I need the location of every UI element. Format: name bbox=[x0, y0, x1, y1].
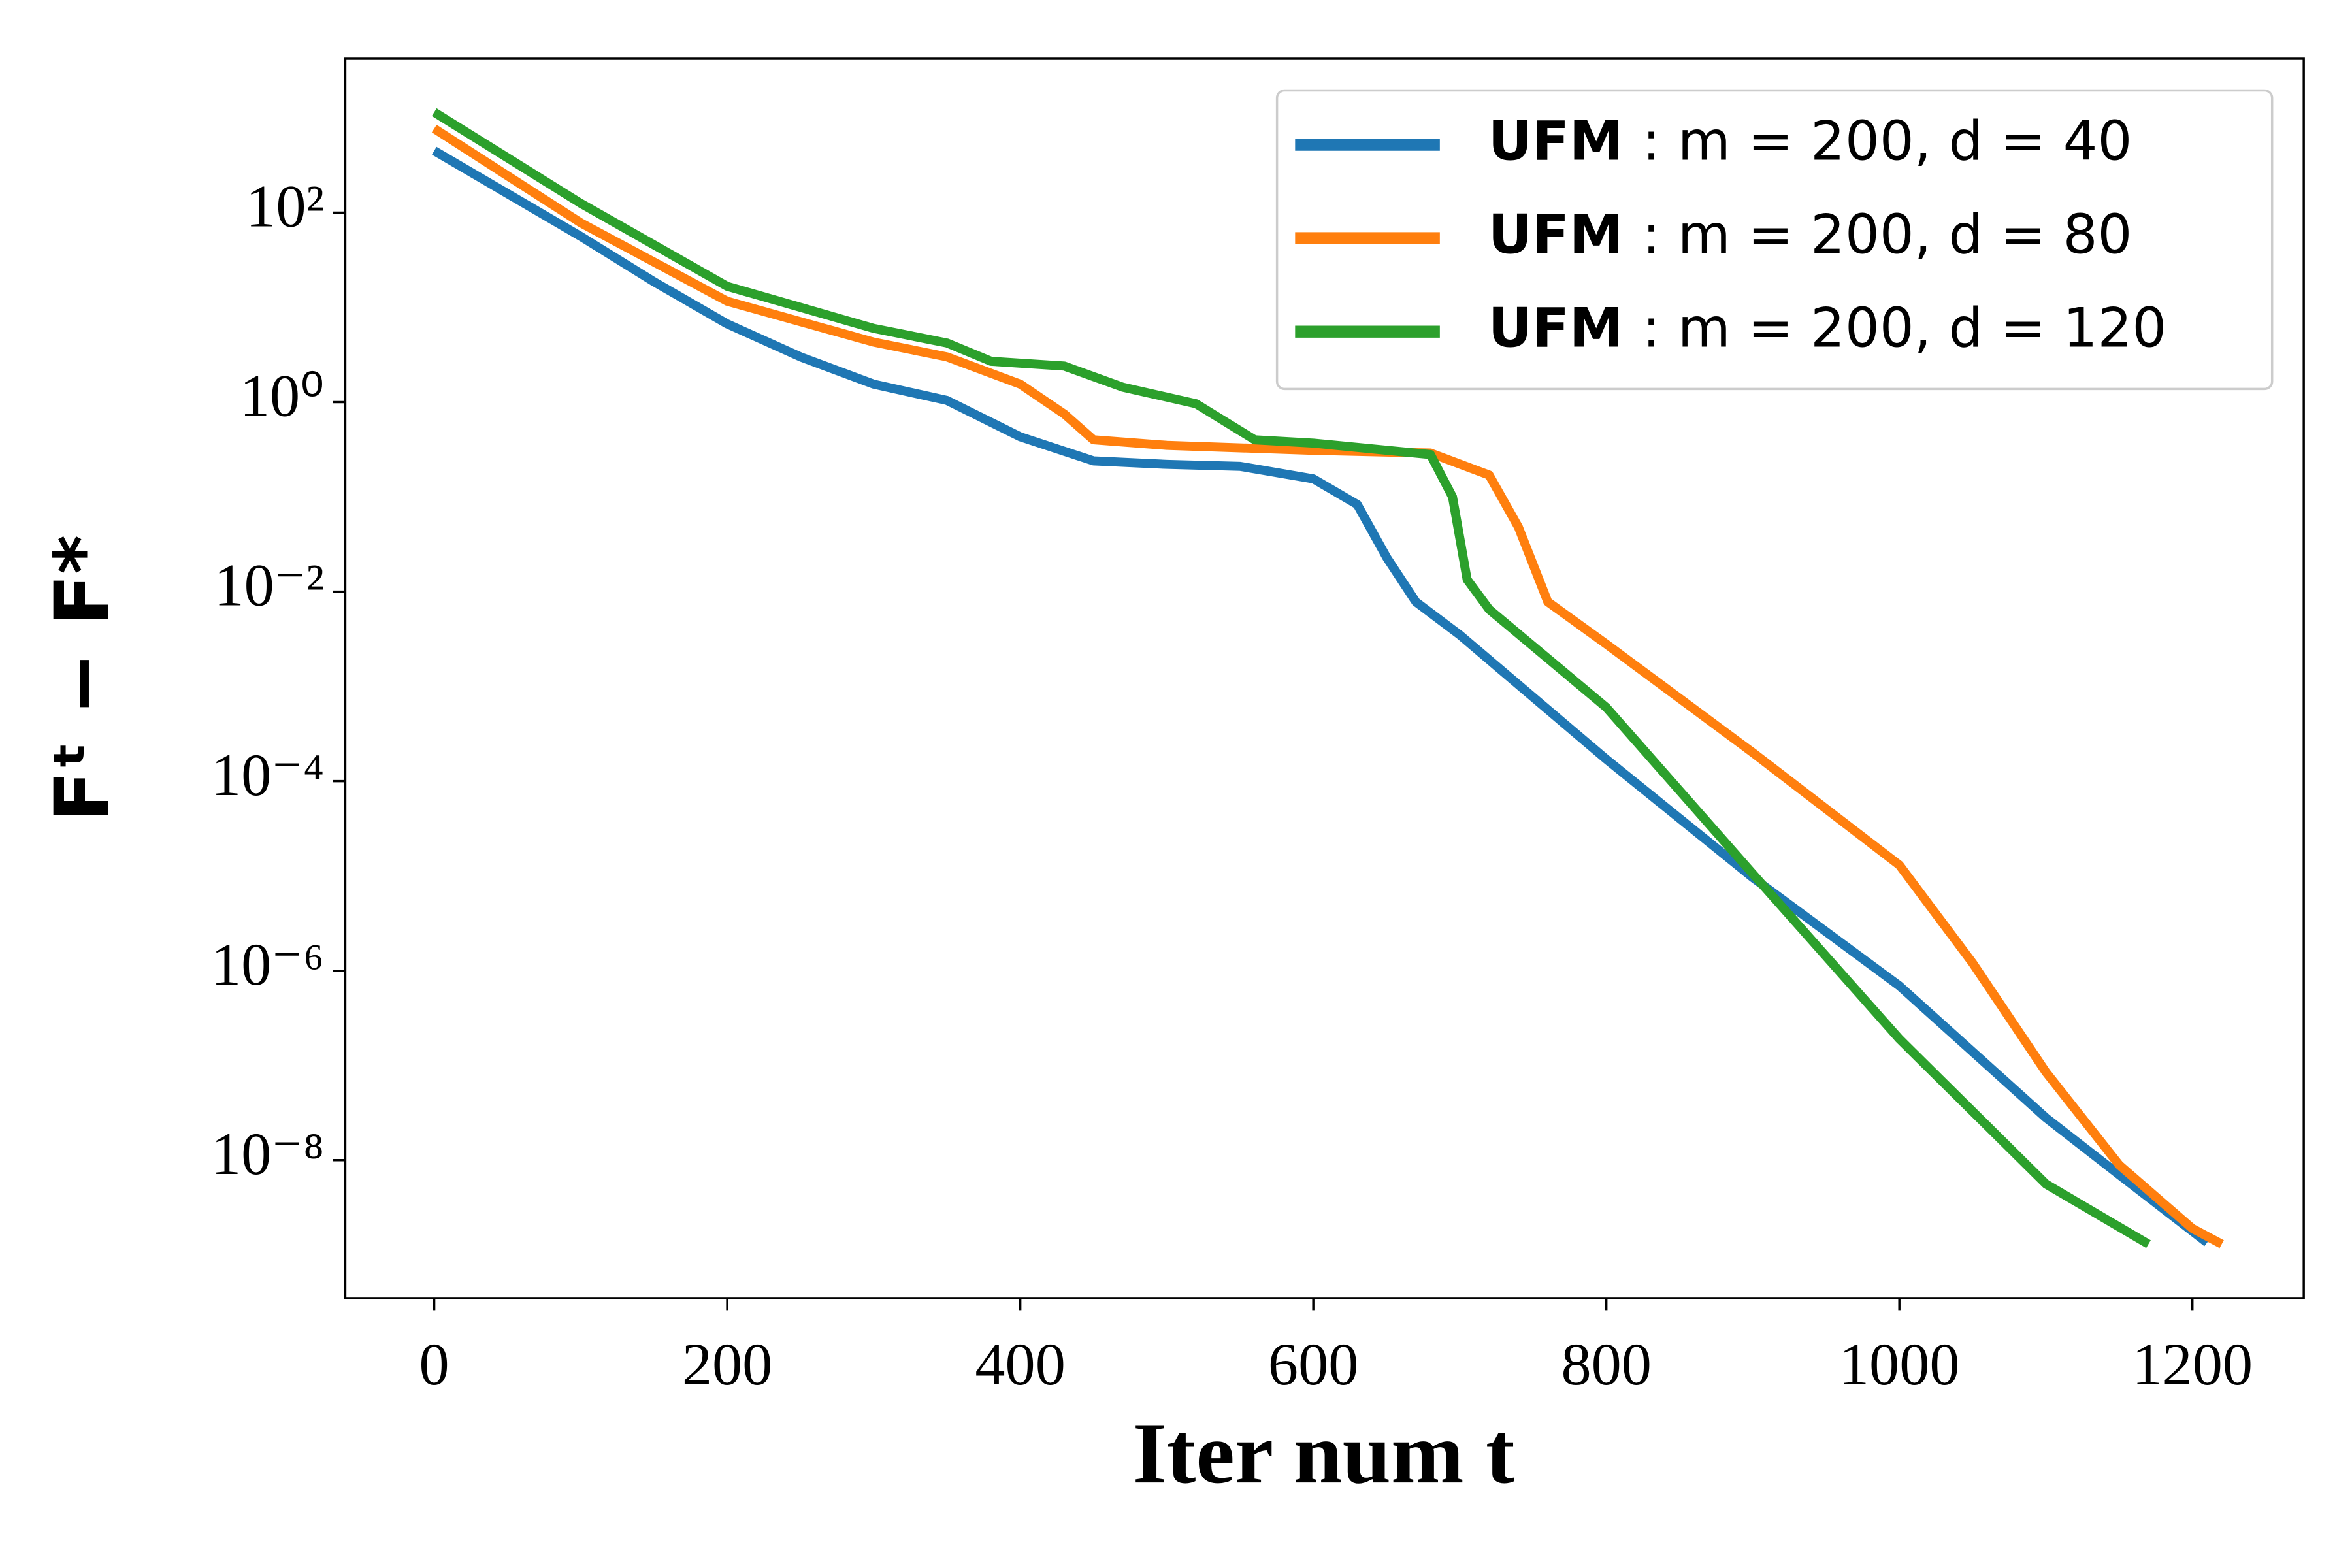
legend-label: UFM : m = 200, d = 80 bbox=[1488, 203, 2132, 267]
legend-box bbox=[1275, 89, 2274, 391]
series-line bbox=[432, 146, 2210, 1247]
series-line bbox=[431, 125, 2224, 1249]
x-tick-label: 1000 bbox=[1839, 1331, 1960, 1397]
x-axis-label: Iter num t bbox=[1133, 1405, 1515, 1501]
y-tick-label: 10⁰ bbox=[240, 363, 324, 429]
y-axis-label: Fᵗ − F* bbox=[39, 535, 127, 823]
y-tick-label: 10⁻⁸ bbox=[211, 1120, 324, 1187]
plot-frame bbox=[344, 57, 2305, 1299]
legend-label: UFM : m = 200, d = 120 bbox=[1488, 297, 2167, 360]
y-tick-label: 10² bbox=[246, 173, 324, 240]
x-tick-label: 0 bbox=[419, 1331, 449, 1397]
x-tick-label: 600 bbox=[1268, 1331, 1358, 1397]
y-tick-label: 10⁻² bbox=[214, 552, 324, 619]
y-tick-label: 10⁻⁴ bbox=[211, 742, 324, 808]
x-tick-label: 1200 bbox=[2132, 1331, 2253, 1397]
series-line bbox=[431, 108, 2151, 1249]
x-tick-label: 400 bbox=[975, 1331, 1065, 1397]
x-tick-label: 800 bbox=[1561, 1331, 1651, 1397]
y-tick-label: 10⁻⁶ bbox=[211, 931, 324, 998]
legend-label: UFM : m = 200, d = 40 bbox=[1488, 109, 2132, 172]
x-tick-label: 200 bbox=[682, 1331, 772, 1397]
